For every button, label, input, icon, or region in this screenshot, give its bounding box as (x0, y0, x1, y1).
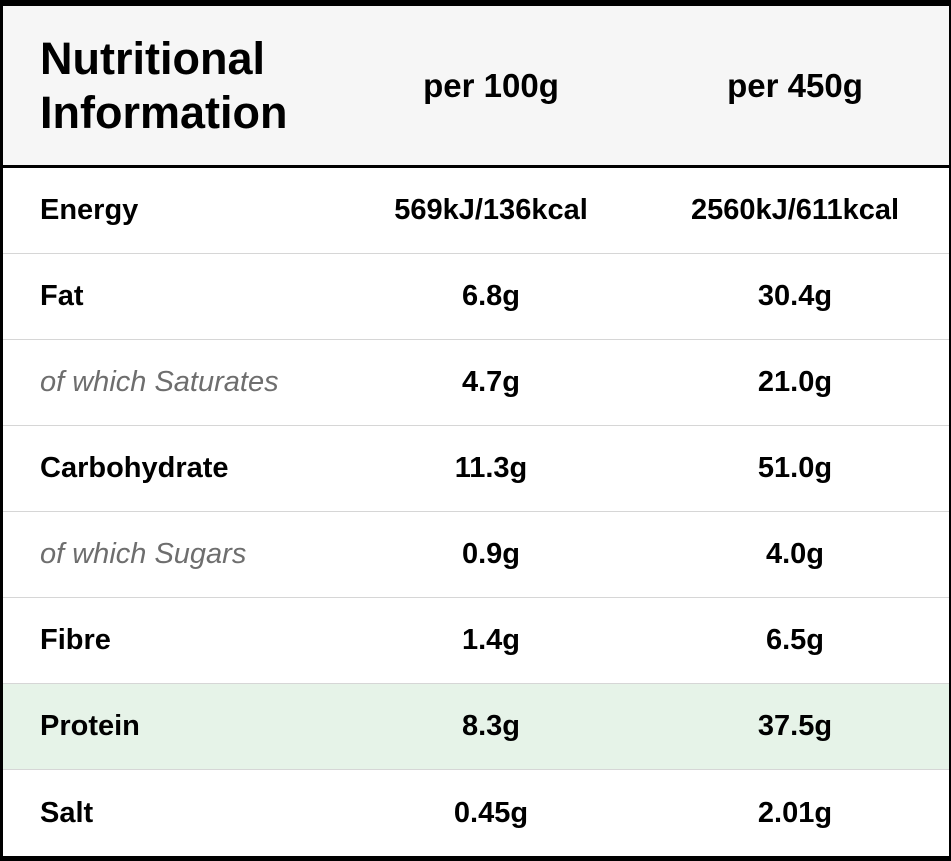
row-label: Energy (40, 194, 139, 226)
table-header: Nutritional Information per 100g per 450… (3, 6, 949, 168)
table-row-carbohydrate: Carbohydrate 11.3g 51.0g (3, 426, 949, 512)
column-header-per-450g: per 450g (727, 66, 863, 104)
table-row-energy: Energy 569kJ/136kcal 2560kJ/611kcal (3, 168, 949, 254)
value-per-450g: 2.01g (757, 796, 833, 829)
value-per-100g: 569kJ/136kcal (394, 194, 588, 226)
row-label: Carbohydrate (40, 452, 229, 484)
row-label-sub: of which Sugars (40, 538, 247, 570)
value-per-450g: 6.5g (765, 624, 825, 656)
row-label: Protein (40, 710, 140, 742)
value-per-450g: 4.0g (765, 538, 825, 570)
value-per-100g: 0.9g (461, 538, 521, 570)
column-header-per-100g: per 100g (423, 66, 559, 104)
value-per-450g: 21.0g (757, 366, 833, 398)
value-per-100g: 1.4g (461, 624, 521, 656)
value-per-100g: 8.3g (461, 710, 521, 742)
value-per-450g: 2560kJ/611kcal (690, 194, 900, 226)
table-row-fibre: Fibre 1.4g 6.5g (3, 598, 949, 684)
table-body: Energy 569kJ/136kcal 2560kJ/611kcal Fat … (3, 168, 949, 856)
row-label-sub: of which Saturates (40, 366, 279, 398)
table-row-protein: Protein 8.3g 37.5g (3, 684, 949, 770)
row-label: Fat (40, 280, 84, 312)
row-label: Fibre (40, 624, 111, 656)
value-per-100g: 0.45g (453, 796, 529, 829)
value-per-100g: 6.8g (461, 280, 521, 312)
table-row-salt: Salt 0.45g 2.01g (3, 770, 949, 856)
row-label: Salt (40, 796, 94, 829)
value-per-450g: 37.5g (757, 710, 833, 742)
value-per-100g: 11.3g (454, 452, 528, 484)
table-row-saturates: of which Saturates 4.7g 21.0g (3, 340, 949, 426)
table-title: Nutritional Information (3, 32, 341, 140)
title-line-1: Nutritional (40, 32, 265, 84)
title-line-2: Information (40, 86, 288, 138)
table-row-fat: Fat 6.8g 30.4g (3, 254, 949, 340)
value-per-450g: 51.0g (757, 452, 833, 484)
value-per-450g: 30.4g (757, 280, 833, 312)
value-per-100g: 4.7g (461, 366, 521, 398)
table-row-sugars: of which Sugars 0.9g 4.0g (3, 512, 949, 598)
